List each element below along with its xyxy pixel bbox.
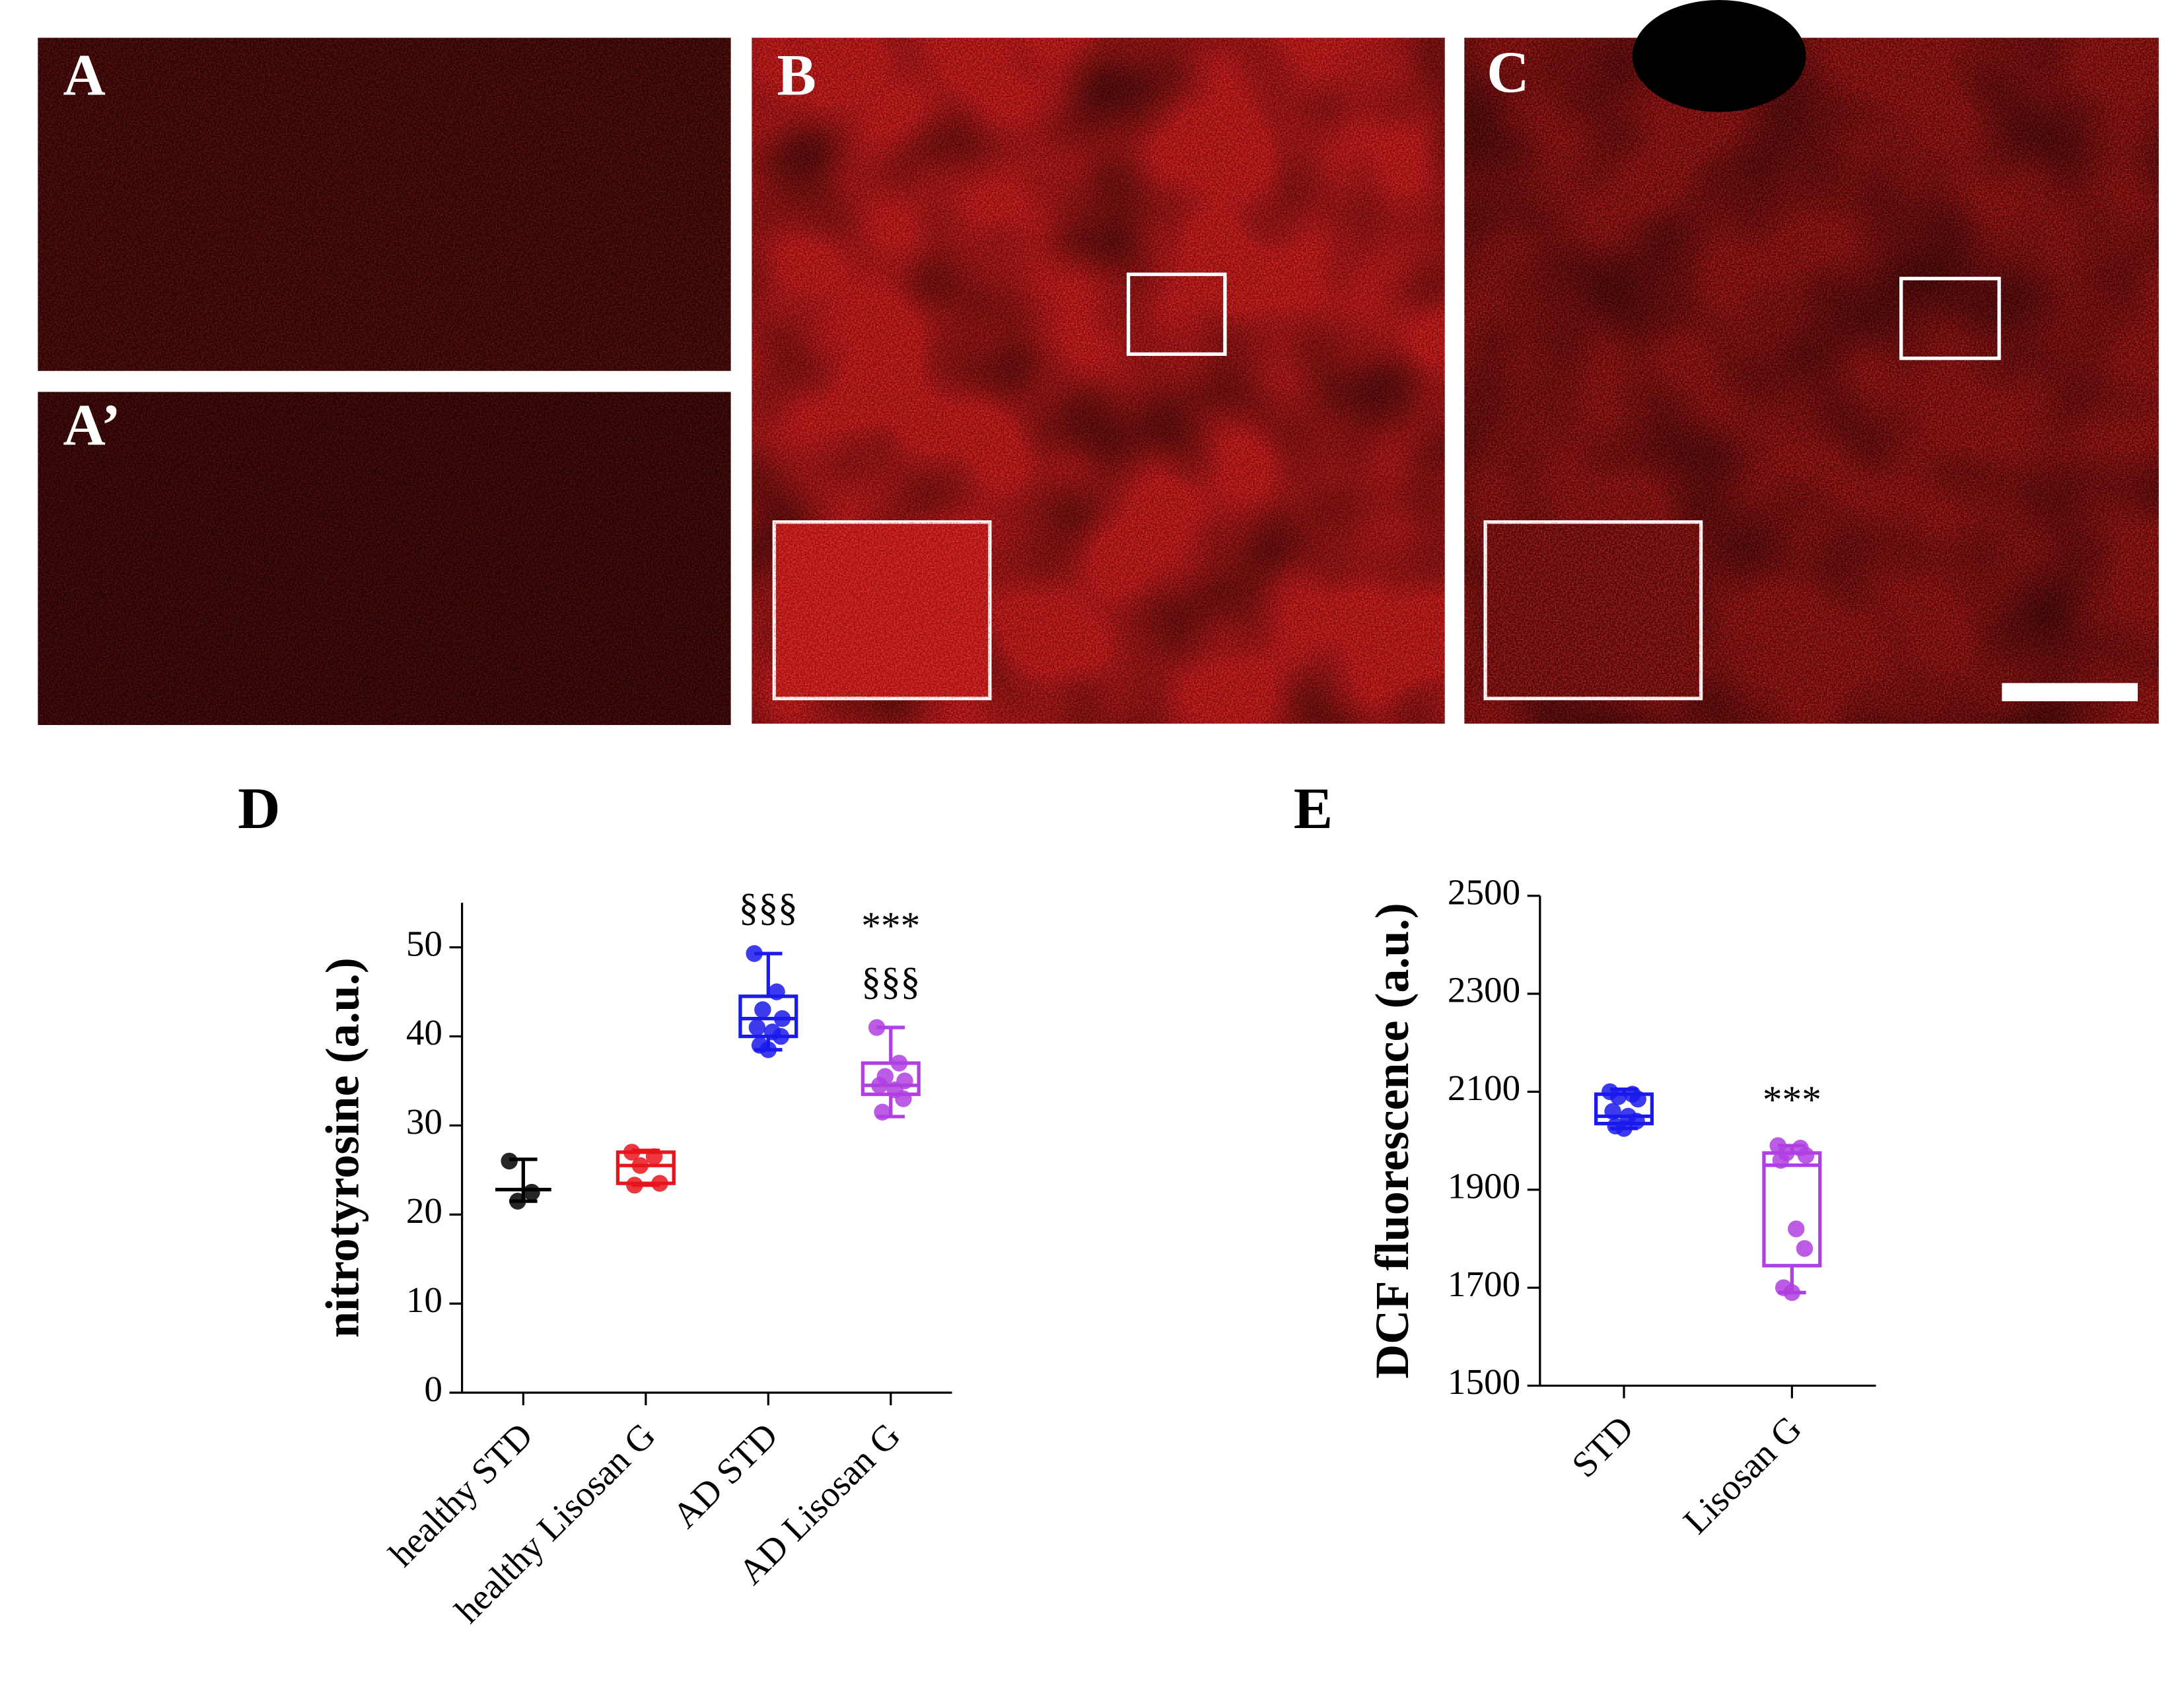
micrograph-a-prime [38, 392, 731, 726]
panel-label: A [63, 43, 105, 108]
chart-title: E [1294, 777, 1333, 841]
x-tick-label: AD STD [664, 1415, 785, 1536]
data-point [748, 1019, 766, 1036]
chart-title: D [238, 777, 280, 841]
data-point [1772, 1152, 1790, 1169]
significance-label: *** [861, 903, 920, 947]
y-tick-label: 50 [406, 923, 442, 963]
significance-label: §§§ [739, 885, 798, 929]
data-point [874, 1103, 891, 1121]
y-tick-label: 2100 [1448, 1068, 1520, 1108]
significance-label: §§§ [861, 959, 920, 1003]
data-point [773, 1010, 791, 1027]
data-point [501, 1152, 518, 1170]
panel-label: C [1487, 40, 1529, 105]
y-tick-label: 30 [406, 1101, 442, 1142]
y-axis-title: nitrotyrosine (a.u.) [316, 957, 369, 1338]
micrograph-c [1464, 0, 2159, 724]
data-point [868, 1019, 886, 1036]
x-tick-label: Lisosan G [1675, 1408, 1809, 1541]
data-point [1629, 1090, 1646, 1108]
data-point [651, 1175, 668, 1192]
y-tick-label: 2300 [1448, 970, 1520, 1010]
data-point [890, 1055, 908, 1072]
data-point [1604, 1103, 1621, 1120]
data-point [759, 1041, 777, 1058]
data-point [623, 1144, 641, 1161]
x-tick-label: STD [1564, 1408, 1641, 1485]
data-point [1797, 1147, 1815, 1164]
data-point [626, 1177, 643, 1194]
data-point [509, 1193, 526, 1210]
data-point [645, 1148, 663, 1165]
data-point [523, 1183, 540, 1201]
y-tick-label: 1500 [1448, 1362, 1520, 1402]
data-point [1788, 1220, 1805, 1237]
y-tick-label: 1900 [1448, 1165, 1520, 1206]
scale-bar [2002, 683, 2138, 701]
data-point [1615, 1120, 1633, 1137]
micrograph-b [752, 38, 1445, 724]
data-point [1783, 1284, 1801, 1301]
y-axis-title: DCF fluorescence (a.u.) [1366, 903, 1419, 1378]
y-tick-label: 20 [406, 1191, 442, 1231]
significance-label: *** [1763, 1078, 1821, 1121]
y-tick-label: 40 [406, 1012, 442, 1053]
y-tick-label: 2500 [1448, 872, 1520, 912]
data-point [1628, 1113, 1645, 1130]
data-point [871, 1077, 888, 1094]
y-tick-label: 1700 [1448, 1264, 1520, 1304]
data-point [1609, 1088, 1627, 1105]
data-point [631, 1157, 649, 1174]
y-tick-label: 10 [406, 1280, 442, 1320]
data-point [768, 983, 785, 1000]
y-tick-label: 0 [424, 1369, 442, 1409]
panel-label: A’ [63, 393, 120, 458]
data-point [754, 1001, 771, 1018]
panel-label: B [777, 43, 816, 108]
micrograph-a [38, 38, 731, 371]
data-point [1796, 1240, 1814, 1257]
data-point [895, 1090, 912, 1107]
data-point [746, 945, 763, 962]
data-point [772, 1027, 790, 1045]
